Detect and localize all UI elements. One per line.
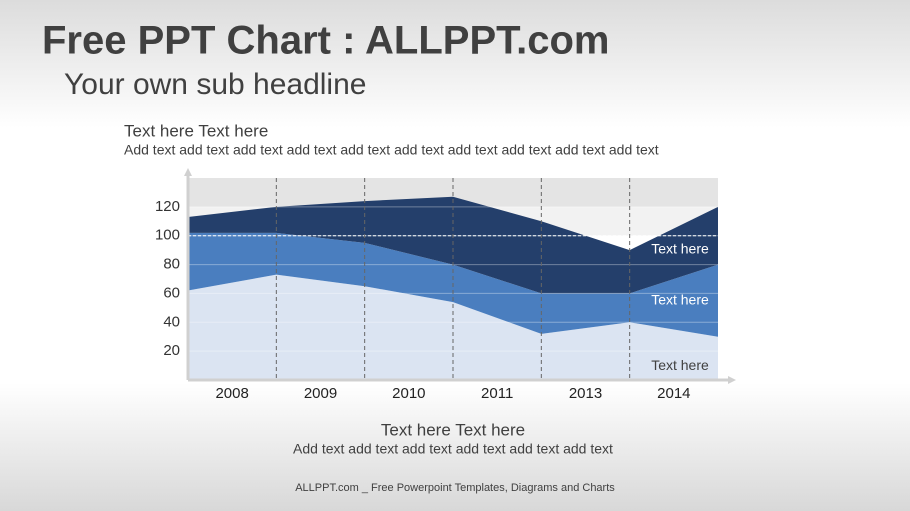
title: Free PPT Chart : ALLPPT.com bbox=[42, 19, 610, 63]
y-tick-label: 20 bbox=[163, 342, 180, 359]
chart-title: Text here Text here bbox=[124, 121, 268, 140]
area bbox=[188, 196, 718, 294]
x-axis-arrow bbox=[728, 376, 736, 384]
chart-subtitle: Add text add text add text add text add … bbox=[124, 142, 659, 158]
series-label: Text here bbox=[651, 291, 709, 307]
x-tick-label: 2009 bbox=[304, 385, 337, 402]
subtitle: Your own sub headline bbox=[64, 68, 366, 101]
x-tick-label: 2014 bbox=[657, 385, 690, 402]
x-tick-label: 2008 bbox=[215, 385, 248, 402]
x-tick-label: 2013 bbox=[569, 385, 602, 402]
bottom-text: Add text add text add text add text add … bbox=[293, 441, 613, 457]
y-tick-label: 100 bbox=[155, 227, 180, 244]
y-axis-arrow bbox=[184, 168, 192, 176]
y-tick-label: 60 bbox=[163, 284, 180, 301]
series-label: Text here bbox=[651, 357, 709, 373]
bottom-title: Text here Text here bbox=[381, 420, 525, 439]
series-label: Text here bbox=[651, 241, 709, 257]
y-tick-label: 40 bbox=[163, 313, 180, 330]
x-tick-label: 2010 bbox=[392, 385, 425, 402]
y-tick-label: 80 bbox=[163, 256, 180, 273]
footer: ALLPPT.com _ Free Powerpoint Templates, … bbox=[295, 482, 615, 494]
x-tick-label: 2011 bbox=[481, 385, 513, 402]
y-tick-label: 120 bbox=[155, 198, 180, 215]
